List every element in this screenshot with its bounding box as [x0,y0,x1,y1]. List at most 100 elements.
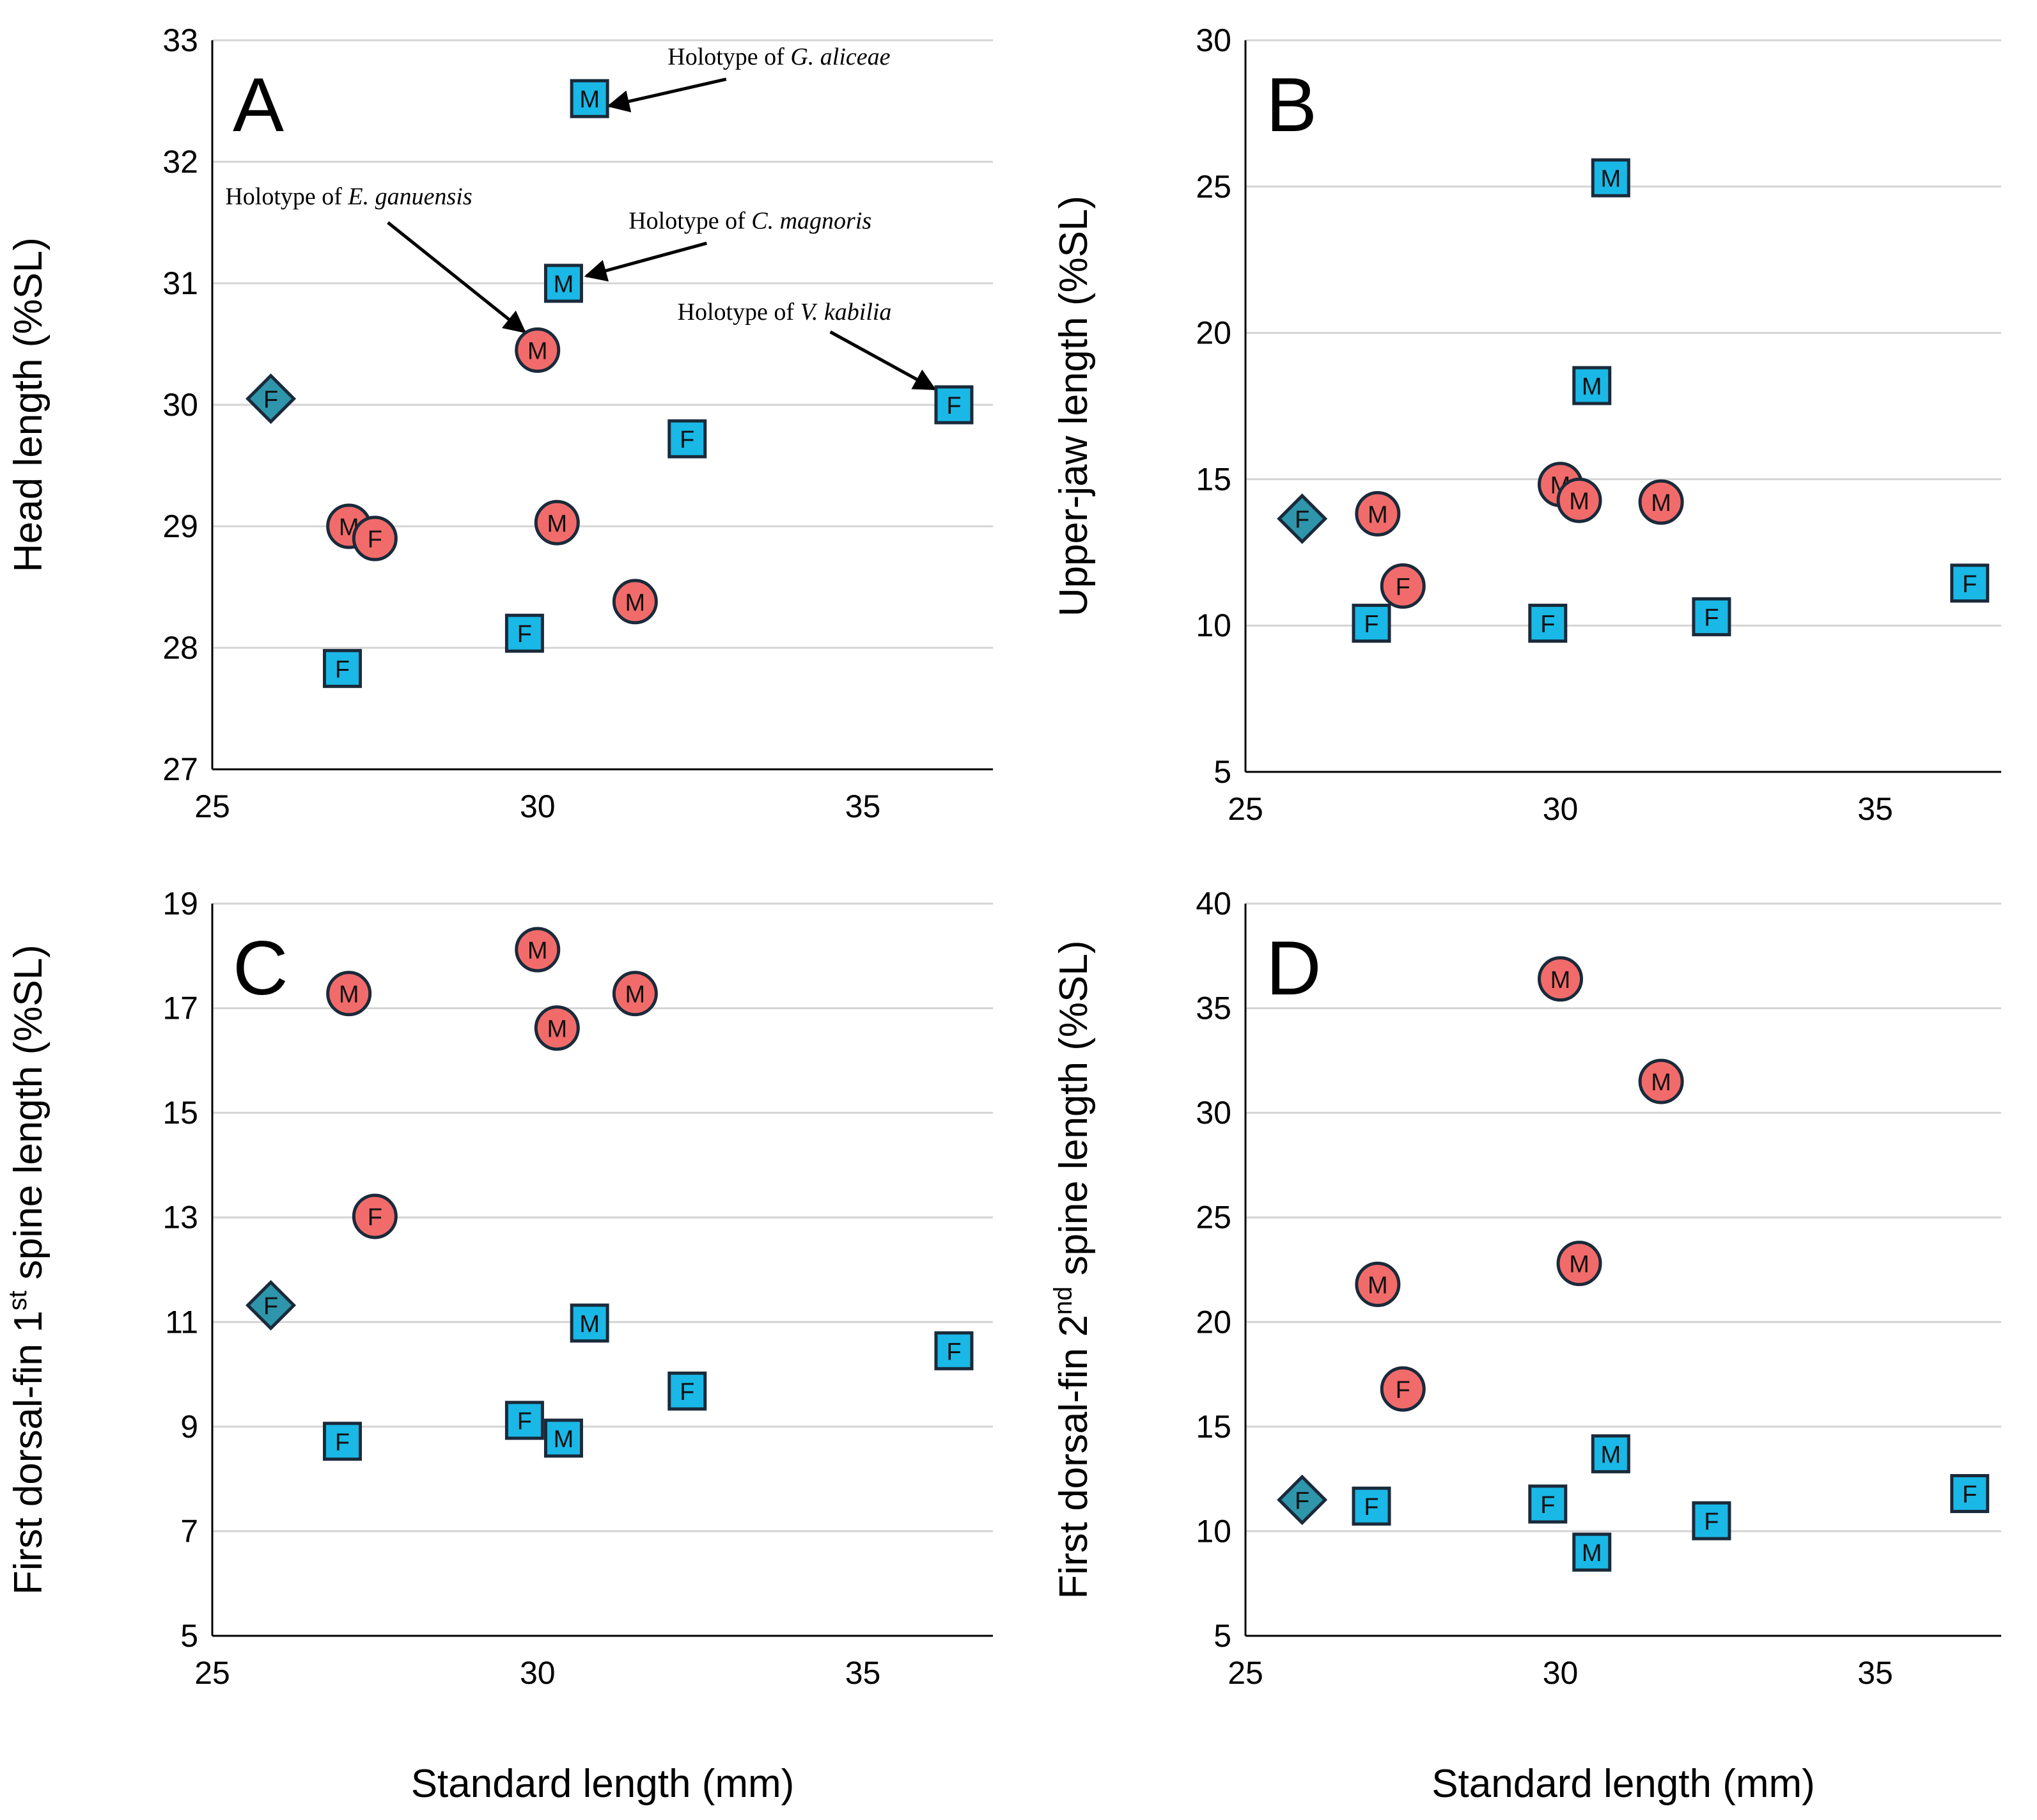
panel-letter: B [1266,62,1317,148]
point-label: F [1962,1482,1977,1509]
data-point-square: F [934,1331,974,1370]
point-label: M [625,590,646,616]
data-point-circle: M [515,327,561,373]
panel-letter: C [233,925,288,1011]
point-marker-square [667,1371,707,1411]
annotation-label: Holotype of C. magnoris [628,208,871,235]
x-tick-label: 25 [1228,1655,1263,1691]
data-point-square: F [1950,1474,1990,1514]
data-point-circle: M [1638,1058,1684,1104]
panel-letter: D [1266,925,1322,1011]
y-tick-label: 19 [162,886,198,922]
point-marker-square [323,1422,362,1461]
data-point-square: F [323,1422,362,1461]
data-point-circle: M [612,971,658,1017]
y-tick-label: 30 [1196,1095,1231,1131]
point-marker-square [1950,563,1990,603]
annotation-label: Holotype of E. ganuensis [225,184,472,210]
point-label: M [1368,501,1388,528]
annotation-arrow [829,330,937,391]
y-tick-label: 11 [165,1304,198,1340]
point-marker-square [1950,1474,1990,1514]
y-axis-title: Upper-jaw length (%SL) [1052,196,1096,616]
point-marker-circle [612,579,658,625]
point-marker-square [1591,158,1630,198]
point-label: F [1540,611,1555,638]
point-marker-square [1352,604,1391,643]
point-marker-circle [352,515,398,561]
point-marker-diamond [246,1280,297,1331]
data-point-diamond: F [1277,1474,1328,1525]
x-tick-label: 25 [194,788,230,824]
x-axis-title: Standard length (mm) [411,1762,795,1806]
point-marker-square [1528,604,1568,643]
y-tick-label: 20 [1196,315,1231,351]
y-tick-label: 28 [162,630,198,666]
y-tick-label: 31 [162,265,198,301]
point-label: M [1651,490,1671,517]
point-label: F [946,393,961,420]
data-point-square: F [504,613,544,653]
point-label: M [1569,488,1589,515]
point-label: F [517,1408,532,1435]
x-tick-label: 30 [1543,791,1579,827]
point-label: F [517,621,532,648]
point-marker-square [667,419,707,459]
data-point-square: M [543,263,583,303]
point-label: F [1364,611,1378,638]
point-marker-diamond [1277,1474,1328,1525]
y-axis-title: First dorsal-fin 2nd spine length (%SL) [1049,940,1096,1599]
point-marker-circle [1380,563,1426,609]
point-marker-square [543,1418,583,1458]
data-point-square: M [1591,1434,1630,1473]
data-point-square: F [1692,597,1731,636]
y-tick-label: 32 [162,144,198,180]
data-point-square: M [1591,158,1630,198]
point-label: F [946,1338,961,1365]
data-point-square: F [667,419,707,459]
x-tick-label: 30 [520,788,556,824]
annotation-arrow [607,77,727,113]
point-marker-square [1692,1501,1731,1541]
point-label: F [1396,574,1410,600]
y-tick-label: 5 [180,1618,198,1654]
point-label: M [579,86,600,113]
point-marker-circle [1556,1241,1602,1287]
point-marker-circle [612,971,658,1017]
y-tick-label: 5 [1214,754,1231,790]
point-marker-square [570,1303,609,1343]
y-tick-label: 40 [1196,886,1231,922]
x-tick-label: 35 [1857,791,1893,827]
point-marker-circle [515,927,561,973]
data-point-square: F [1950,563,1990,603]
point-marker-square [570,79,609,118]
point-marker-square [1572,366,1612,405]
point-label: F [1704,604,1719,631]
point-label: F [1295,506,1309,533]
point-label: F [1396,1377,1410,1404]
y-tick-label: 13 [162,1200,198,1236]
point-label: M [1600,166,1621,192]
data-point-circle: F [352,1193,398,1239]
point-marker-circle [1638,479,1684,525]
point-marker-circle [352,1193,398,1239]
y-tick-label: 33 [162,22,198,58]
point-marker-circle [1538,956,1583,1002]
x-tick-label: 25 [1228,791,1263,827]
point-marker-square [504,613,544,653]
point-marker-circle [1355,490,1401,537]
point-marker-square [934,385,974,425]
annotation-arrow [584,241,707,282]
data-point-square: F [323,648,362,688]
y-tick-label: 10 [1196,608,1231,643]
data-point-square: M [1572,1532,1612,1572]
x-tick-label: 30 [520,1655,556,1691]
data-point-circle: M [1355,490,1401,537]
point-label: F [1364,1494,1378,1521]
point-marker-square [543,263,583,303]
data-point-diamond: F [246,1280,297,1331]
point-label: M [339,982,359,1008]
data-point-square: F [934,385,974,425]
x-tick-label: 35 [1857,1655,1893,1691]
